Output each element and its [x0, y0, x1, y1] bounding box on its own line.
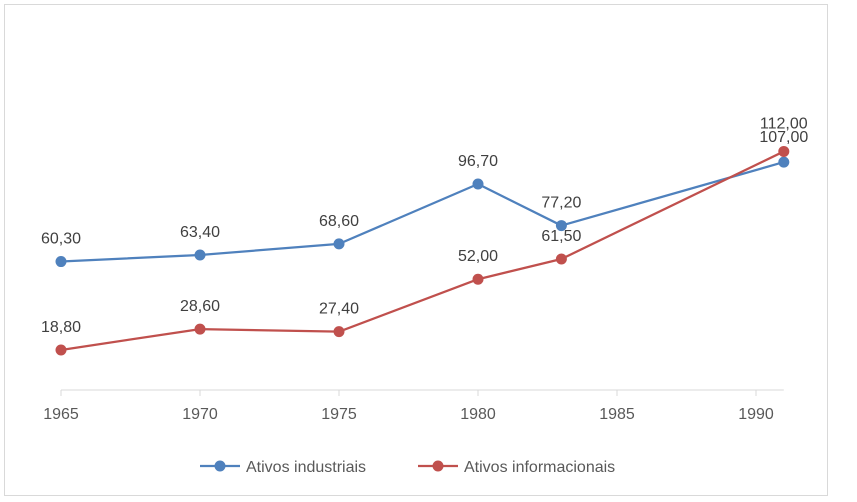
- data-label: 77,20: [541, 195, 581, 212]
- chart-frame: [4, 4, 828, 496]
- data-label: 18,80: [41, 319, 81, 336]
- data-label: 96,70: [458, 153, 498, 170]
- data-point: [778, 156, 790, 168]
- x-tick-label: 1965: [43, 406, 79, 423]
- data-point: [55, 344, 67, 356]
- data-label: 28,60: [180, 298, 220, 315]
- x-tick-label: 1980: [460, 406, 496, 423]
- data-point: [194, 323, 206, 335]
- data-label: 63,40: [180, 224, 220, 241]
- data-point: [333, 326, 345, 338]
- data-point: [778, 145, 790, 157]
- data-point: [472, 178, 484, 190]
- series-points: [55, 145, 790, 356]
- x-axis: 1965 1970 1975 1980 1985 1990: [43, 389, 784, 423]
- series-line-2: [60, 150, 785, 352]
- data-point: [55, 256, 67, 268]
- data-label: 60,30: [41, 231, 81, 248]
- x-tick-label: 1985: [599, 406, 635, 423]
- data-point: [555, 220, 567, 232]
- data-label: 61,50: [541, 228, 581, 245]
- x-tick-label: 1970: [182, 406, 218, 423]
- data-label: 52,00: [458, 248, 498, 265]
- legend-swatch-marker: [432, 460, 444, 472]
- series-line-1: [60, 161, 785, 263]
- legend-swatch-marker: [214, 460, 226, 472]
- data-label: 107,00: [759, 129, 808, 146]
- data-point: [333, 238, 345, 250]
- legend-label: Ativos industriais: [246, 459, 366, 476]
- data-point: [472, 273, 484, 285]
- x-tick-label: 1990: [738, 406, 774, 423]
- data-label: 68,60: [319, 213, 359, 230]
- data-labels: 60,30 63,40 68,60 96,70 77,20 107,00 18,80 28,6…: [41, 115, 808, 336]
- x-tick-label: 1975: [321, 406, 357, 423]
- data-point: [194, 249, 206, 261]
- data-point: [555, 253, 567, 265]
- legend-label: Ativos informacionais: [464, 459, 615, 476]
- data-label: 112,00: [760, 115, 808, 132]
- data-label: 27,40: [319, 301, 359, 318]
- series-lines: [60, 150, 785, 352]
- legend: Ativos industriais Ativos informacionais: [200, 459, 615, 476]
